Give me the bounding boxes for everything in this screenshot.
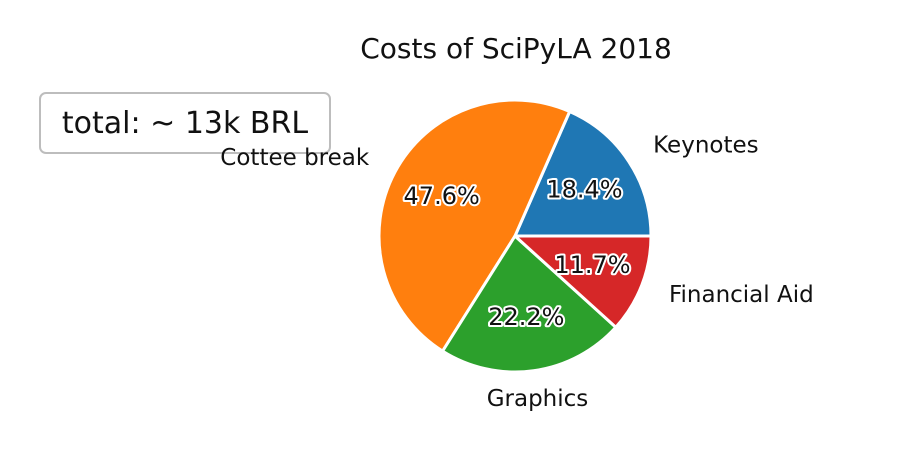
pie-label-keynotes: Keynotes xyxy=(653,132,759,158)
annotation-box xyxy=(39,92,331,154)
pie-label-cottee-break: Cottee break xyxy=(220,145,370,171)
pie-slice-graphics xyxy=(441,234,618,374)
pie-percent-keynotes: 18.4% xyxy=(546,176,622,204)
pie-percent-graphics: 22.2% xyxy=(488,303,564,331)
pie-percent-financial-aid: 11.7% xyxy=(554,251,630,279)
pie-slice-keynotes xyxy=(513,109,653,238)
pie-percent-group: 18.4% 47.6% 22.2% 11.7% xyxy=(402,174,633,334)
pie-slice-financial-aid xyxy=(513,234,653,329)
pie-label-group: Keynotes Cottee break Graphics Financial Ai… xyxy=(220,132,813,412)
pie-label-financial-aid: Financial Aid xyxy=(669,282,814,308)
annotation-text: total: ~ 13k BRL xyxy=(62,106,308,141)
pie-group xyxy=(377,98,653,374)
chart-title: Costs of SciPyLA 2018 xyxy=(360,32,672,65)
pie-slice-cottee-break xyxy=(377,98,572,353)
pie-label-graphics: Graphics xyxy=(487,386,589,412)
annotation-box-group: total: ~ 13k BRL xyxy=(39,92,331,154)
pie-percent-cottee-break: 47.6% xyxy=(404,182,480,210)
